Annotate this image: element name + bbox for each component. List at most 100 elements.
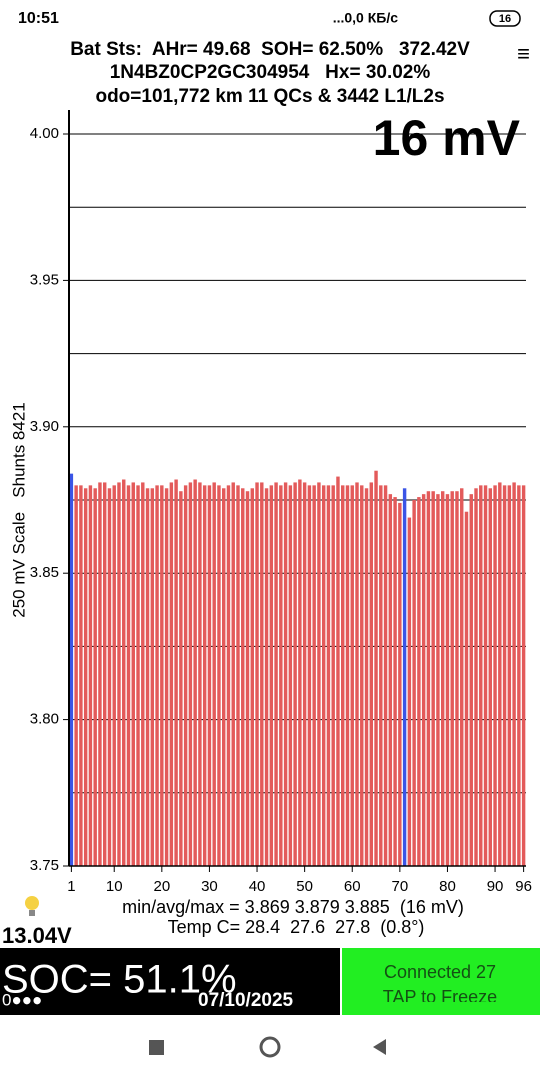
tap-text: TAP to Freeze (383, 987, 497, 1007)
bar (245, 491, 250, 866)
menu-button[interactable]: ≡ (517, 41, 530, 66)
bar (74, 485, 78, 866)
bar (112, 485, 116, 866)
temp-text: Temp C= 28.4 27.6 27.8 (0.8°) (168, 917, 425, 937)
bar (241, 488, 245, 866)
bar (202, 485, 207, 866)
x-tick-label: 96 (515, 878, 532, 895)
x-tick-label: 50 (296, 878, 313, 895)
bar (298, 479, 302, 866)
x-tick-label: 1 (67, 878, 75, 895)
bar (255, 482, 259, 866)
bar (483, 485, 488, 866)
bar (488, 488, 493, 866)
bar (336, 476, 340, 866)
bar (402, 488, 407, 866)
x-tick-label: 20 (153, 878, 170, 895)
nav-back[interactable] (373, 1039, 386, 1055)
x-tick-label: 70 (392, 878, 409, 895)
voltage-text: 13.04V (2, 923, 72, 948)
bar (160, 485, 164, 866)
bar (460, 488, 464, 866)
bulb-icon (25, 896, 39, 910)
bar (169, 482, 174, 866)
bar (445, 494, 450, 866)
bar (279, 485, 283, 866)
big-label: 16 mV (373, 110, 521, 166)
bar (474, 488, 478, 866)
bar (436, 494, 440, 866)
y-tick-label: 3.80 (30, 711, 59, 728)
stats-text: min/avg/max = 3.869 3.879 3.885 (16 mV) (122, 897, 464, 917)
header-line: odo=101,772 km 11 QCs & 3442 L1/L2s (95, 86, 444, 107)
bar (83, 488, 88, 866)
bar (198, 482, 202, 866)
bar (193, 479, 197, 866)
bar (317, 482, 321, 866)
bar (431, 491, 435, 866)
bar (360, 485, 364, 866)
bar (302, 482, 307, 866)
bar (312, 485, 316, 866)
bar (307, 485, 312, 866)
bar (521, 485, 526, 866)
bar (188, 482, 193, 866)
bar (122, 479, 126, 866)
bar (145, 488, 150, 866)
bar (407, 517, 412, 866)
soc-text: SOC= 51.1% (2, 958, 237, 1002)
bar (426, 491, 431, 866)
y-tick-label: 3.90 (30, 418, 59, 435)
status-time: 10:51 (18, 10, 59, 27)
header-line: Bat Sts: AHr= 49.68 SOH= 62.50% 372.42V (70, 39, 470, 60)
bar (269, 485, 274, 866)
status-battery: 16 (499, 13, 511, 25)
bar (398, 502, 402, 866)
bar (374, 470, 378, 866)
bar (88, 485, 93, 866)
y-tick-label: 4.00 (30, 125, 59, 142)
x-tick-label: 80 (439, 878, 456, 895)
bar (517, 485, 521, 866)
bar (383, 485, 388, 866)
bar (107, 488, 112, 866)
bar (126, 485, 131, 866)
bar (412, 500, 416, 866)
battery-icon (489, 10, 521, 27)
bar (93, 488, 97, 866)
bar (217, 485, 221, 866)
bar (345, 485, 350, 866)
bar (493, 485, 497, 866)
bar (498, 482, 502, 866)
bar (179, 491, 183, 866)
bar (502, 485, 507, 866)
bar (174, 479, 178, 866)
nav-home[interactable] (259, 1036, 281, 1058)
bar (293, 482, 297, 866)
connect-button[interactable] (342, 948, 540, 1015)
bar (226, 485, 231, 866)
soc-panel (0, 948, 340, 1015)
bar (369, 482, 374, 866)
connected-text: Connected 27 (384, 962, 496, 982)
y-tick-label: 3.95 (30, 271, 59, 288)
x-tick-label: 10 (106, 878, 123, 895)
bar (102, 482, 107, 866)
bar (341, 485, 345, 866)
bar (288, 485, 293, 866)
x-tick-label: 60 (344, 878, 361, 895)
bar (331, 485, 335, 866)
bar (455, 491, 459, 866)
bar (469, 494, 473, 866)
bar (512, 482, 516, 866)
nav-recents[interactable] (149, 1040, 164, 1055)
bar (321, 485, 326, 866)
header-line: 1N4BZ0CP2GC304954 Hx= 30.02% (110, 62, 431, 83)
bar (464, 511, 469, 866)
x-tick-label: 30 (201, 878, 218, 895)
y-axis-label: 250 mV Scale Shunts 8421 (9, 402, 28, 617)
bar (283, 482, 288, 866)
plot: 3.75 3.80 3.85 3.90 3.95 4.00 1 10 20 30 40 50 60 70 8… (30, 110, 532, 895)
bar (417, 497, 421, 866)
